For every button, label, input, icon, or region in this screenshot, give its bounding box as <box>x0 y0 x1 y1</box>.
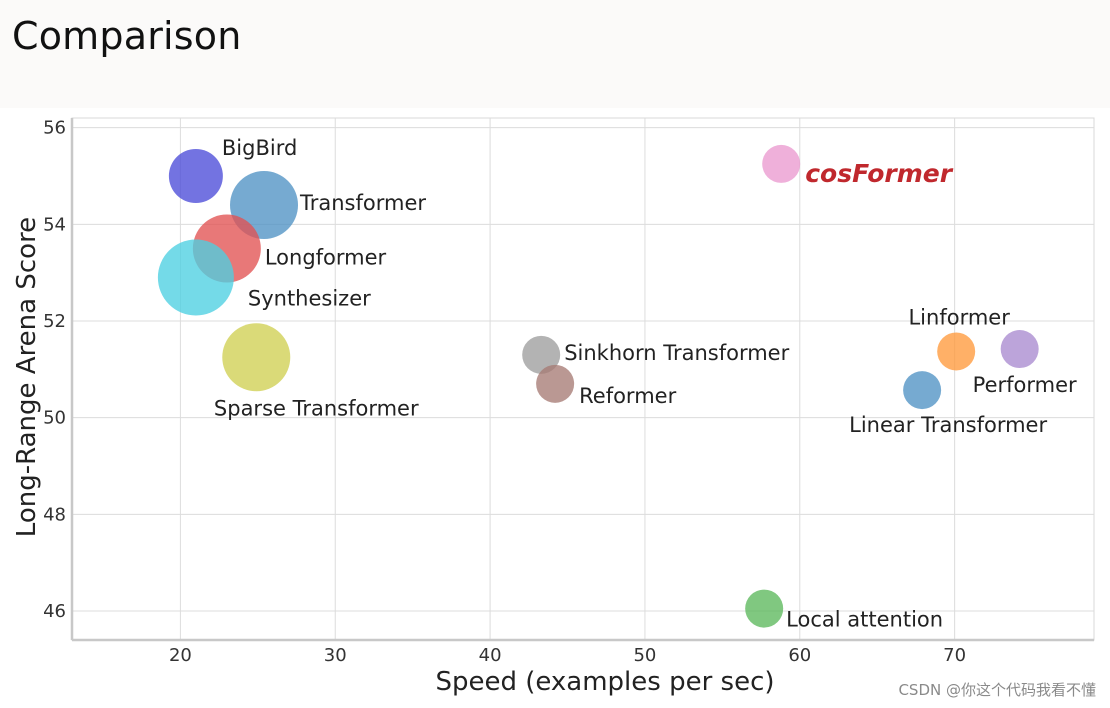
bubble-sparse-transformer <box>222 323 291 392</box>
x-tick-label: 20 <box>169 645 192 666</box>
y-tick-label: 54 <box>43 214 66 235</box>
y-tick-label: 56 <box>43 118 66 139</box>
x-tick-label: 30 <box>324 645 347 666</box>
bubble-linformer <box>937 332 976 371</box>
axes: 20 30 40 50 60 70 46 48 50 52 54 56 Speed (examples … <box>12 118 1094 697</box>
label-local-attention: Local attention <box>786 608 943 632</box>
watermark: CSDN @你这个代码我看不懂 <box>898 681 1096 699</box>
bubble-sinkhorn-transformer <box>522 335 561 374</box>
slide-header: Comparison <box>0 0 1110 108</box>
bubble-local-attention <box>745 589 784 628</box>
label-transformer: Transformer <box>299 191 426 215</box>
y-axis-label: Long-Range Arena Score <box>12 217 42 537</box>
label-sparse-transformer: Sparse Transformer <box>214 396 419 420</box>
label-linformer: Linformer <box>908 305 1010 329</box>
x-tick-label: 50 <box>633 645 656 666</box>
label-sinkhorn-transformer: Sinkhorn Transformer <box>564 341 789 365</box>
label-performer: Performer <box>973 373 1077 397</box>
x-tick-label: 60 <box>788 645 811 666</box>
y-tick-label: 52 <box>43 311 66 332</box>
x-tick-label: 70 <box>943 645 966 666</box>
label-reformer: Reformer <box>579 384 676 408</box>
bubble-reformer <box>536 364 575 403</box>
bubble-performer <box>1000 330 1039 369</box>
y-tick-label: 48 <box>43 504 66 525</box>
grid <box>71 117 1095 641</box>
label-synthesizer: Synthesizer <box>248 287 371 311</box>
bubble-linear-transformer <box>903 371 942 410</box>
bubble-cosformer <box>762 144 801 183</box>
bubbles <box>157 144 1039 628</box>
label-longformer: Longformer <box>265 246 387 270</box>
x-tick-label: 40 <box>479 645 502 666</box>
bubble-bigbird <box>168 149 223 203</box>
x-axis-label: Speed (examples per sec) <box>435 667 774 697</box>
point-labels: BigBird Transformer Longformer Synthesizer S… <box>214 136 1077 632</box>
plot-frame <box>71 117 1095 641</box>
label-bigbird: BigBird <box>222 136 297 160</box>
y-tick-label: 46 <box>43 601 66 622</box>
bubble-synthesizer <box>157 239 234 316</box>
page-title: Comparison <box>12 14 242 58</box>
y-tick-label: 50 <box>43 408 66 429</box>
label-cosformer: cosFormer <box>805 159 954 188</box>
label-linear-transformer: Linear Transformer <box>849 413 1047 437</box>
